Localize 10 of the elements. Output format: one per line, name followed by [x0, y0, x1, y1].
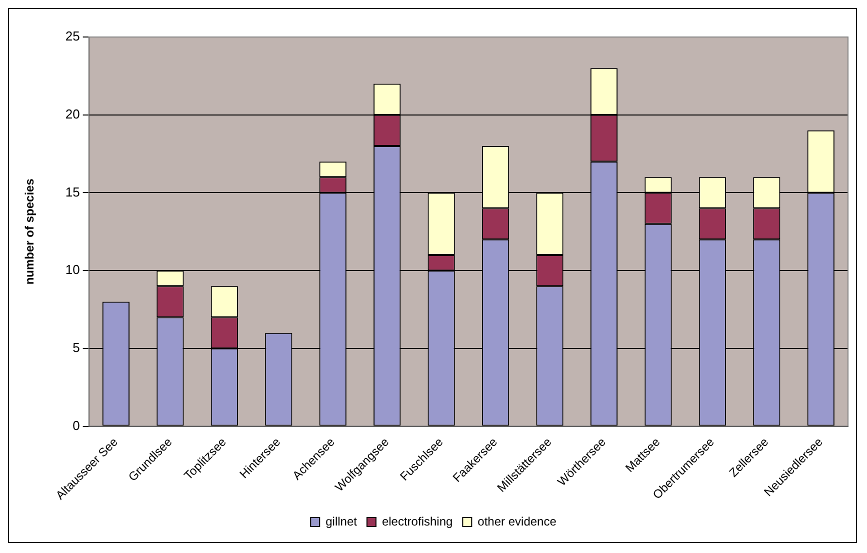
legend-label: gillnet	[326, 514, 358, 528]
y-tick-label: 25	[65, 28, 80, 44]
y-tick-label: 5	[72, 340, 80, 355]
y-tick-label: 10	[65, 262, 80, 278]
y-tick-label: 15	[65, 184, 80, 200]
y-tick-label: 0	[72, 418, 80, 433]
legend-label: other evidence	[478, 514, 557, 528]
legend-label: electrofishing	[382, 514, 453, 528]
y-tick-label: 20	[65, 106, 80, 122]
y-axis-title: number of species	[22, 178, 37, 285]
